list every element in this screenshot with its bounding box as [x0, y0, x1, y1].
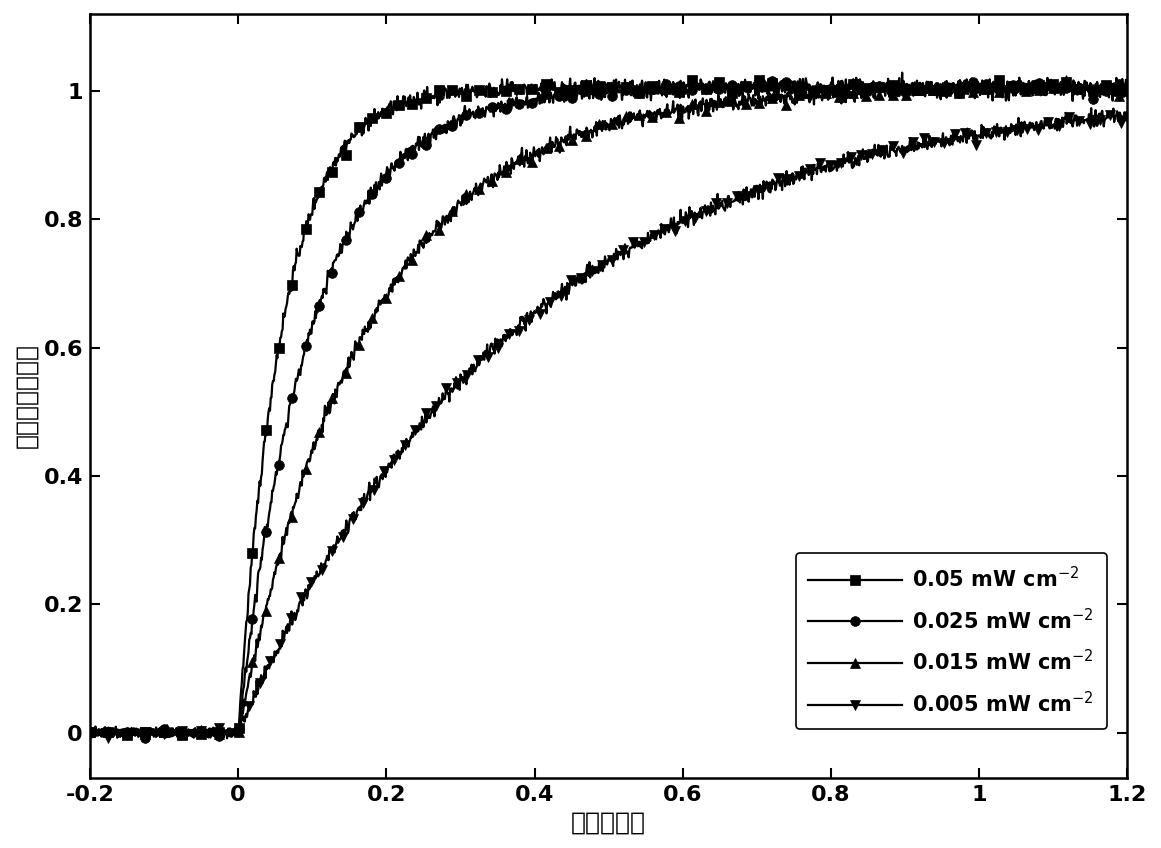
- 0.025 mW cm$^{-2}$: [1046, 83, 1060, 93]
- 0.05 mW cm$^{-2}$: [180, 734, 194, 744]
- 0.025 mW cm$^{-2}$: [221, 734, 235, 744]
- 0.05 mW cm$^{-2}$: [82, 727, 96, 737]
- Legend: 0.05 mW cm$^{-2}$, 0.025 mW cm$^{-2}$, 0.015 mW cm$^{-2}$, 0.005 mW cm$^{-2}$: 0.05 mW cm$^{-2}$, 0.025 mW cm$^{-2}$, 0…: [795, 553, 1106, 729]
- 0.05 mW cm$^{-2}$: [1012, 73, 1026, 83]
- 0.015 mW cm$^{-2}$: [542, 142, 556, 152]
- 0.015 mW cm$^{-2}$: [189, 727, 203, 737]
- 0.015 mW cm$^{-2}$: [94, 728, 108, 739]
- 0.005 mW cm$^{-2}$: [1120, 115, 1134, 126]
- Line: 0.005 mW cm$^{-2}$: 0.005 mW cm$^{-2}$: [85, 103, 1132, 743]
- 0.015 mW cm$^{-2}$: [753, 92, 767, 102]
- Line: 0.05 mW cm$^{-2}$: 0.05 mW cm$^{-2}$: [85, 73, 1132, 744]
- 0.005 mW cm$^{-2}$: [1084, 103, 1098, 114]
- X-axis label: 时间（秒）: 时间（秒）: [571, 810, 647, 834]
- 0.025 mW cm$^{-2}$: [82, 728, 96, 738]
- 0.015 mW cm$^{-2}$: [1045, 79, 1059, 89]
- 0.015 mW cm$^{-2}$: [1120, 81, 1134, 91]
- 0.025 mW cm$^{-2}$: [473, 108, 486, 118]
- 0.005 mW cm$^{-2}$: [101, 733, 115, 743]
- 0.005 mW cm$^{-2}$: [473, 360, 486, 371]
- 0.05 mW cm$^{-2}$: [189, 727, 203, 737]
- 0.005 mW cm$^{-2}$: [542, 297, 556, 307]
- 0.005 mW cm$^{-2}$: [1045, 123, 1059, 133]
- 0.05 mW cm$^{-2}$: [473, 85, 486, 95]
- Line: 0.015 mW cm$^{-2}$: 0.015 mW cm$^{-2}$: [85, 73, 1132, 743]
- 0.05 mW cm$^{-2}$: [94, 728, 108, 739]
- 0.015 mW cm$^{-2}$: [176, 734, 190, 744]
- 0.05 mW cm$^{-2}$: [753, 83, 767, 93]
- 0.005 mW cm$^{-2}$: [82, 727, 96, 737]
- 0.05 mW cm$^{-2}$: [1046, 79, 1060, 89]
- 0.025 mW cm$^{-2}$: [188, 729, 202, 739]
- 0.025 mW cm$^{-2}$: [895, 68, 909, 78]
- 0.025 mW cm$^{-2}$: [94, 727, 108, 737]
- 0.005 mW cm$^{-2}$: [94, 726, 108, 736]
- 0.015 mW cm$^{-2}$: [1110, 73, 1124, 83]
- 0.025 mW cm$^{-2}$: [1120, 81, 1134, 91]
- Line: 0.025 mW cm$^{-2}$: 0.025 mW cm$^{-2}$: [85, 68, 1132, 743]
- 0.025 mW cm$^{-2}$: [753, 79, 767, 89]
- 0.015 mW cm$^{-2}$: [473, 184, 486, 194]
- 0.005 mW cm$^{-2}$: [753, 180, 767, 190]
- 0.025 mW cm$^{-2}$: [542, 98, 556, 108]
- Y-axis label: 电流（归一化）: 电流（归一化）: [14, 343, 38, 449]
- 0.015 mW cm$^{-2}$: [82, 728, 96, 738]
- 0.05 mW cm$^{-2}$: [542, 79, 556, 89]
- 0.005 mW cm$^{-2}$: [189, 727, 203, 737]
- 0.05 mW cm$^{-2}$: [1120, 86, 1134, 96]
